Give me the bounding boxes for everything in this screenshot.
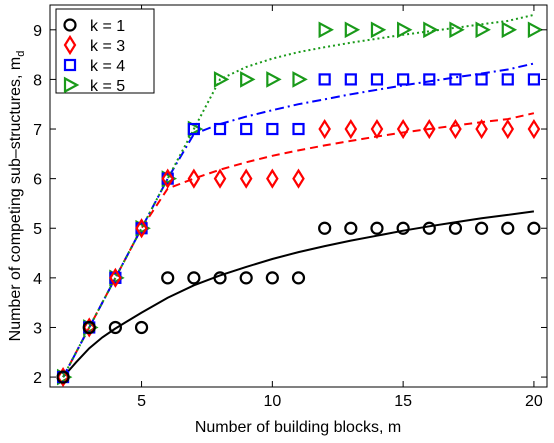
y-tick-label: 7 bbox=[33, 122, 42, 139]
y-tick-label: 8 bbox=[33, 72, 42, 89]
data-point-series-1 bbox=[448, 221, 463, 235]
data-point-series-1 bbox=[134, 320, 149, 335]
data-point-series-2 bbox=[422, 118, 436, 140]
y-axis-label-main: Number of competing sub–structures, m bbox=[7, 57, 24, 342]
data-point-series-2 bbox=[292, 168, 305, 189]
y-tick-label: 4 bbox=[33, 271, 42, 288]
axis-ticks: 5 10 15 20 2 3 4 5 6 7 8 9 bbox=[33, 5, 547, 410]
data-point-series-4 bbox=[318, 21, 334, 39]
data-point-series-2 bbox=[56, 367, 70, 388]
y-tick-label: 5 bbox=[33, 221, 42, 238]
data-point-series-3 bbox=[292, 122, 305, 136]
legend-marker-3 bbox=[63, 58, 77, 72]
data-point-series-2 bbox=[527, 118, 541, 140]
data-point-series-2 bbox=[109, 267, 122, 288]
x-tick-label: 5 bbox=[137, 393, 146, 410]
data-point-series-3 bbox=[266, 122, 279, 136]
data-point-series-3 bbox=[318, 73, 331, 86]
y-tick-label: 2 bbox=[33, 370, 42, 387]
data-point-series-2 bbox=[161, 168, 175, 189]
legend-marker-2 bbox=[63, 34, 77, 56]
data-point-series-1 bbox=[344, 221, 358, 235]
data-point-series-3 bbox=[449, 73, 462, 86]
legend-label-2: k = 3 bbox=[90, 38, 125, 55]
data-point-series-3 bbox=[475, 73, 488, 86]
data-point-series-3 bbox=[527, 73, 541, 86]
data-point-series-1 bbox=[239, 271, 253, 285]
data-point-series-3 bbox=[423, 73, 436, 86]
y-tick-label: 3 bbox=[33, 320, 42, 337]
data-point-series-4 bbox=[397, 21, 413, 39]
legend-label-1: k = 1 bbox=[90, 18, 125, 35]
data-point-series-1 bbox=[370, 221, 384, 235]
data-point-series-2 bbox=[135, 218, 148, 239]
y-axis-label: Number of competing sub–structures, md bbox=[7, 51, 27, 342]
data-point-series-4 bbox=[344, 21, 361, 39]
data-point-series-1 bbox=[291, 271, 306, 285]
data-point-series-3 bbox=[240, 122, 253, 136]
data-point-series-4 bbox=[240, 71, 256, 88]
data-point-series-1 bbox=[475, 221, 489, 235]
data-point-series-1 bbox=[213, 271, 227, 285]
fit-line-series-1 bbox=[62, 210, 535, 378]
data-point-series-1 bbox=[108, 320, 122, 335]
data-point-series-2 bbox=[82, 317, 96, 338]
x-tick-label: 20 bbox=[525, 393, 543, 410]
x-tick-label: 15 bbox=[394, 393, 412, 410]
data-point-series-4 bbox=[501, 21, 518, 39]
data-point-series-2 bbox=[449, 118, 462, 140]
data-point-series-4 bbox=[370, 21, 387, 39]
data-point-series-1 bbox=[422, 221, 436, 235]
data-point-series-4 bbox=[266, 71, 282, 88]
data-point-series-2 bbox=[370, 118, 384, 140]
data-markers bbox=[56, 21, 544, 388]
data-point-series-1 bbox=[527, 221, 541, 235]
data-point-series-2 bbox=[501, 118, 515, 140]
data-point-series-4 bbox=[213, 71, 230, 88]
data-point-series-1 bbox=[396, 221, 410, 235]
legend-marker-4 bbox=[63, 76, 80, 94]
data-point-series-4 bbox=[475, 21, 491, 39]
data-point-series-4 bbox=[423, 21, 439, 39]
data-point-series-2 bbox=[344, 118, 358, 140]
data-point-series-2 bbox=[239, 168, 253, 189]
legend-label-4: k = 5 bbox=[90, 78, 125, 95]
data-point-series-2 bbox=[475, 118, 488, 140]
data-point-series-2 bbox=[213, 168, 227, 189]
y-axis-label-subscript: d bbox=[15, 51, 27, 57]
data-point-series-4 bbox=[292, 71, 308, 88]
data-point-series-2 bbox=[318, 118, 331, 140]
data-point-series-1 bbox=[501, 221, 515, 235]
data-point-series-3 bbox=[213, 122, 227, 136]
data-point-series-1 bbox=[56, 370, 70, 384]
legend: k = 1 k = 3 k = 4 k = 5 bbox=[55, 8, 155, 95]
data-point-series-1 bbox=[187, 271, 201, 285]
data-point-series-1 bbox=[265, 271, 279, 285]
data-point-series-2 bbox=[396, 118, 410, 140]
data-point-series-4 bbox=[449, 21, 465, 39]
data-point-series-3 bbox=[370, 73, 384, 86]
data-point-series-2 bbox=[266, 168, 279, 189]
y-tick-label: 9 bbox=[33, 23, 42, 40]
data-point-series-3 bbox=[397, 73, 410, 86]
data-point-series-3 bbox=[501, 73, 514, 86]
data-point-series-2 bbox=[187, 168, 201, 189]
data-point-series-1 bbox=[82, 320, 96, 335]
data-point-series-3 bbox=[344, 73, 357, 86]
x-axis-label: Number of building blocks, m bbox=[195, 419, 401, 436]
data-point-series-1 bbox=[318, 221, 332, 235]
data-point-series-3 bbox=[187, 122, 200, 136]
data-point-series-4 bbox=[527, 21, 544, 39]
y-tick-label: 6 bbox=[33, 172, 42, 189]
legend-label-3: k = 4 bbox=[90, 58, 125, 75]
legend-marker-1 bbox=[63, 18, 77, 32]
x-tick-label: 10 bbox=[263, 393, 281, 410]
data-point-series-1 bbox=[161, 271, 175, 285]
